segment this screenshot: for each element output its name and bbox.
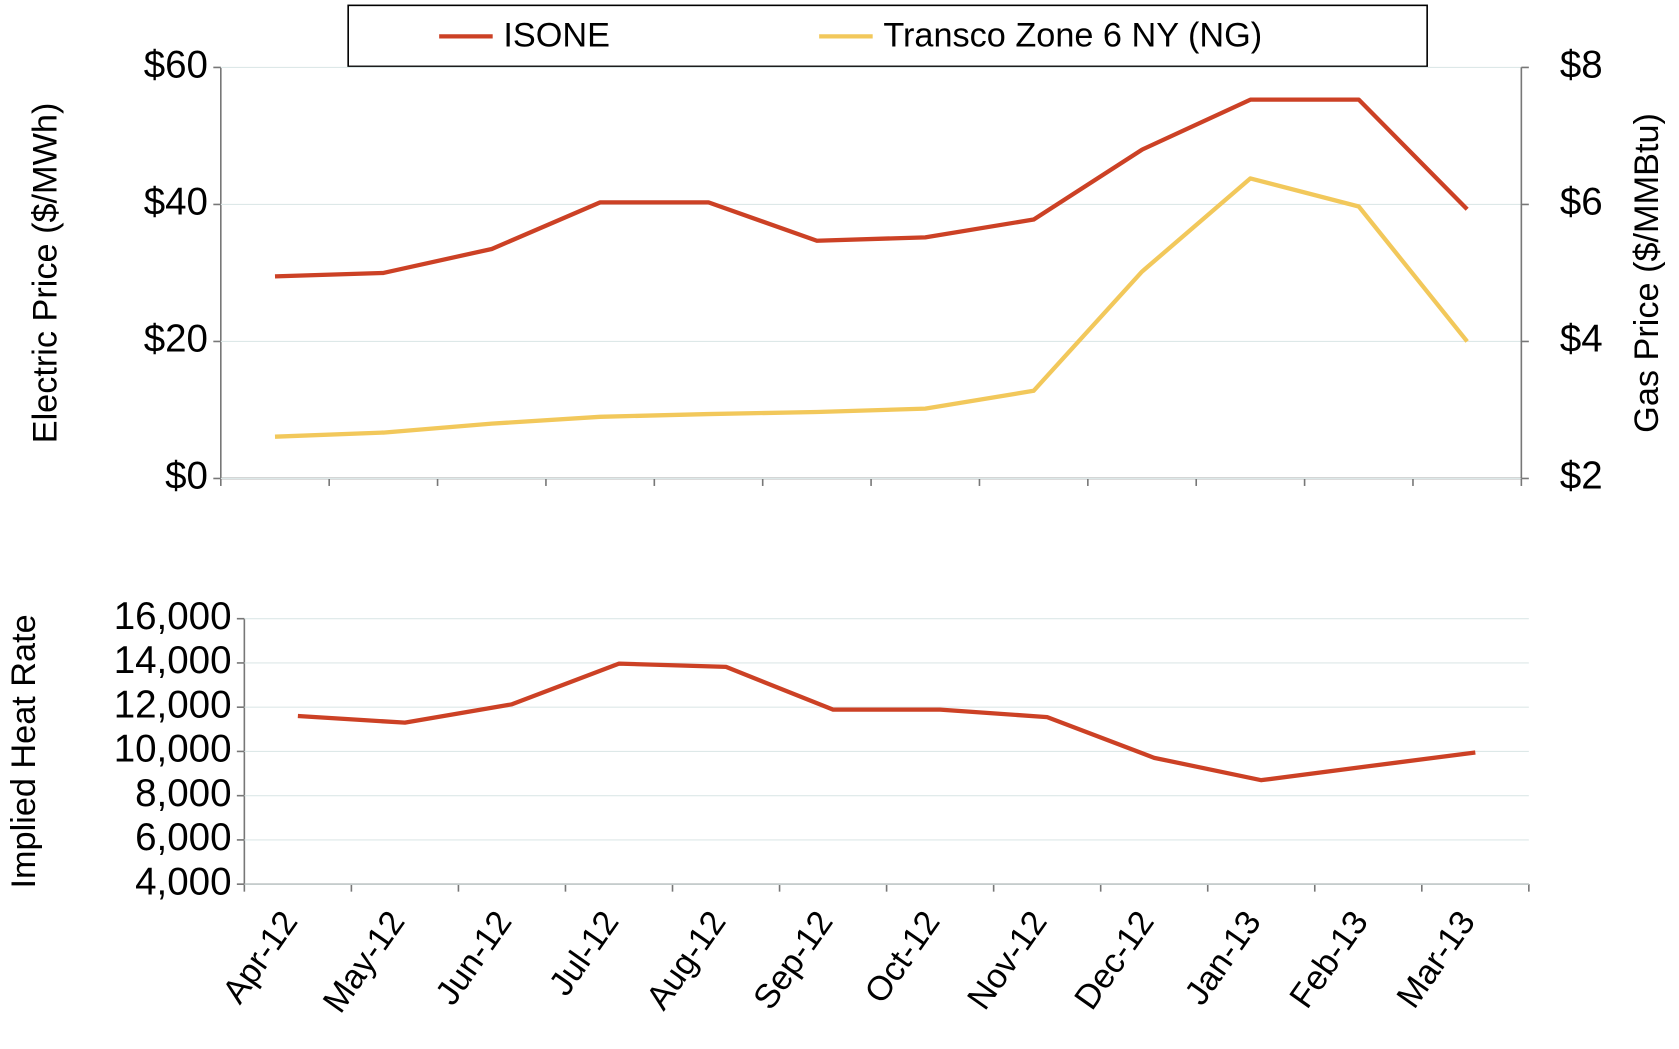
x-tick-label: Oct-12 — [858, 904, 948, 1010]
y2-tick-label: $8 — [1560, 44, 1603, 87]
y-tick-label: 8,000 — [135, 772, 231, 815]
x-tick-label: Nov-12 — [960, 904, 1054, 1016]
y-tick-label: 6,000 — [135, 816, 231, 859]
x-tick-label: Jun-12 — [428, 904, 519, 1012]
legend-label: ISONE — [503, 17, 610, 55]
y-tick-label: 14,000 — [114, 639, 232, 682]
x-tick-label: Aug-12 — [639, 904, 733, 1016]
y2-tick-label: $6 — [1560, 181, 1603, 224]
y-tick-label: 16,000 — [114, 595, 232, 638]
y2-tick-label: $2 — [1560, 455, 1603, 498]
y2-axis-title: Gas Price ($/MMBtu) — [1628, 113, 1666, 433]
y-tick-label: 10,000 — [114, 728, 232, 771]
y-axis-title: Electric Price ($/MWh) — [26, 103, 64, 444]
x-tick-label: May-12 — [316, 904, 413, 1019]
y2-tick-label: $4 — [1560, 318, 1603, 361]
x-tick-label: Jan-13 — [1178, 904, 1269, 1012]
x-tick-label: Mar-13 — [1390, 904, 1483, 1015]
x-tick-label: Jul-12 — [542, 904, 627, 1002]
x-tick-label: Sep-12 — [746, 904, 840, 1016]
data-line — [297, 661, 1476, 783]
y-tick-label: $20 — [144, 318, 208, 361]
data-line — [274, 97, 1469, 279]
y-tick-label: 4,000 — [135, 860, 231, 903]
data-line — [274, 176, 1469, 439]
y-axis-title: Implied Heat Rate — [5, 614, 43, 888]
y-tick-label: $60 — [144, 44, 208, 87]
x-tick-label: Apr-12 — [215, 904, 305, 1010]
legend-box — [347, 4, 1428, 68]
legend-label: Transco Zone 6 NY (NG) — [883, 17, 1262, 55]
y-tick-label: 12,000 — [114, 683, 232, 726]
y-tick-label: $0 — [165, 455, 208, 498]
y-tick-label: $40 — [144, 181, 208, 224]
x-tick-label: Feb-13 — [1282, 904, 1375, 1015]
x-tick-label: Dec-12 — [1067, 904, 1161, 1016]
